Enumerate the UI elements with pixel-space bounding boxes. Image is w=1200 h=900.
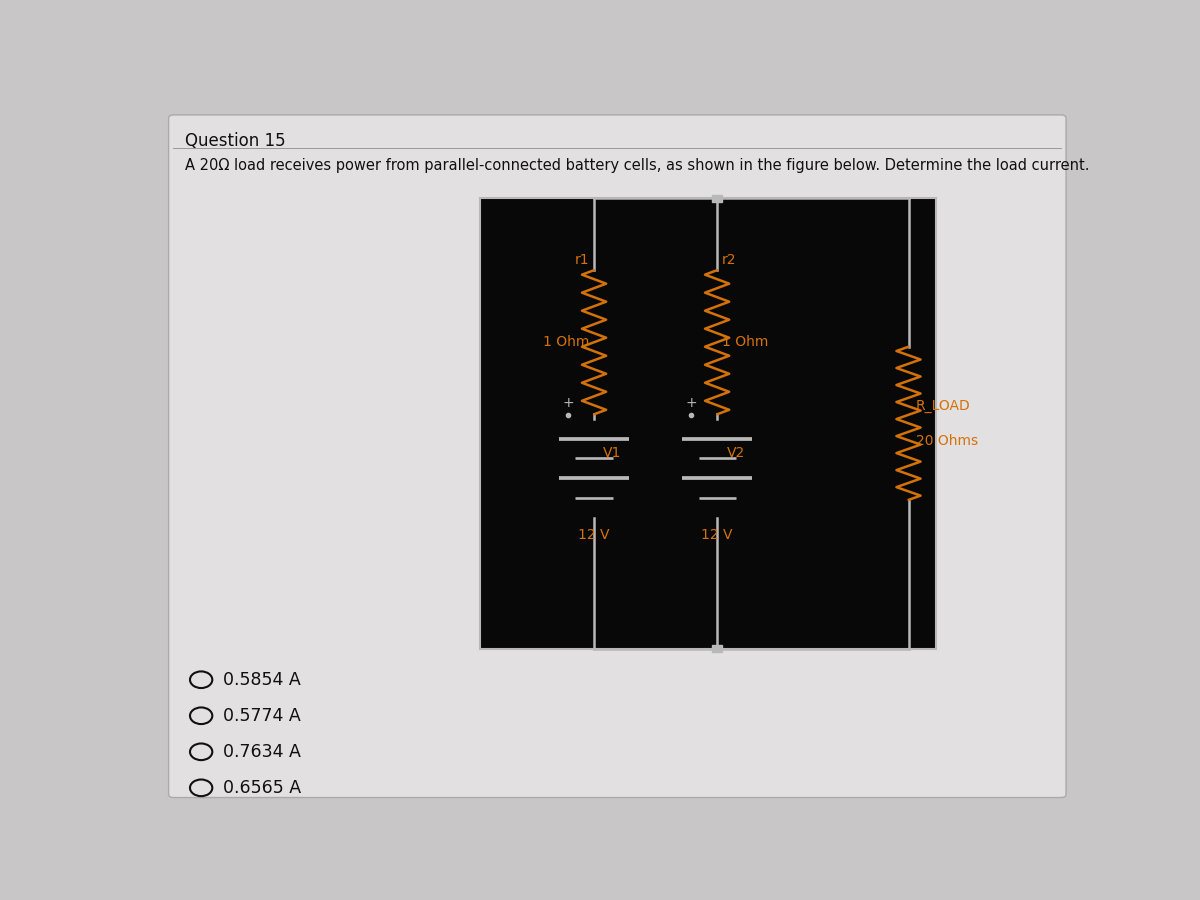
Bar <box>713 645 721 652</box>
Text: 0.7634 A: 0.7634 A <box>222 742 300 760</box>
Text: R_LOAD: R_LOAD <box>916 399 971 413</box>
Text: r1: r1 <box>575 253 589 266</box>
Text: 0.5854 A: 0.5854 A <box>222 670 300 688</box>
Text: 1 Ohm: 1 Ohm <box>544 335 589 349</box>
FancyBboxPatch shape <box>168 115 1066 797</box>
Bar <box>713 194 721 202</box>
Text: r2: r2 <box>721 253 737 266</box>
Text: A 20Ω load receives power from parallel-connected battery cells, as shown in the: A 20Ω load receives power from parallel-… <box>185 158 1090 173</box>
Bar <box>480 198 936 649</box>
Text: V1: V1 <box>604 446 622 461</box>
Text: 0.6565 A: 0.6565 A <box>222 778 301 796</box>
Text: 1 Ohm: 1 Ohm <box>721 335 768 349</box>
Text: Question 15: Question 15 <box>185 132 286 150</box>
Text: 12 V: 12 V <box>578 528 610 543</box>
Text: 12 V: 12 V <box>701 528 733 543</box>
Text: +: + <box>563 396 574 410</box>
Text: 20 Ohms: 20 Ohms <box>916 434 978 447</box>
Text: +: + <box>685 396 697 410</box>
Text: V2: V2 <box>726 446 745 461</box>
Text: 0.5774 A: 0.5774 A <box>222 706 300 724</box>
